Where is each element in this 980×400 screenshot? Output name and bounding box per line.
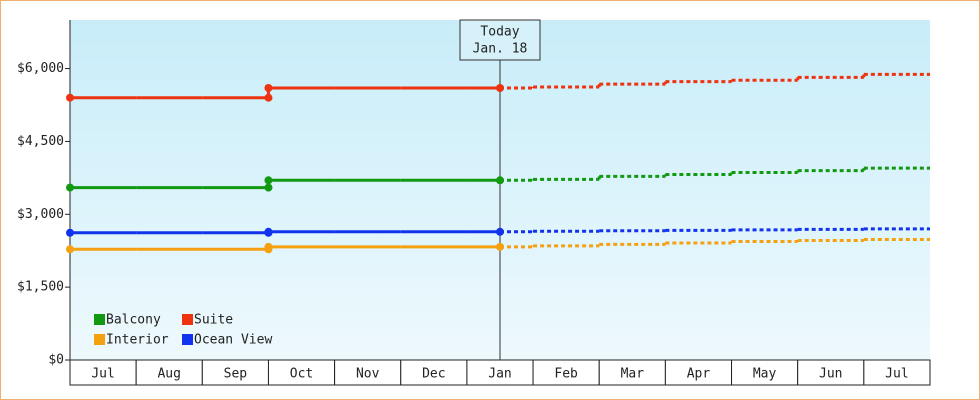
price-marker — [496, 242, 504, 251]
price-marker — [264, 227, 273, 236]
y-tick-label: $4,500 — [17, 134, 64, 149]
today-date: Jan. 18 — [473, 42, 528, 57]
y-tick-label: $6,000 — [17, 61, 64, 76]
x-tick-label: Jan — [488, 367, 511, 382]
x-band — [863, 359, 931, 386]
x-band — [400, 359, 468, 386]
price-marker — [496, 176, 504, 185]
price-marker — [66, 183, 74, 192]
price-marker — [496, 84, 504, 92]
legend-swatch — [94, 314, 105, 325]
price-marker — [66, 245, 74, 254]
x-band — [201, 359, 269, 386]
legend-label: Interior — [106, 333, 169, 348]
x-tick-label: Jun — [819, 367, 842, 382]
price-marker — [264, 183, 273, 192]
y-tick-label: $0 — [48, 353, 64, 368]
x-band — [532, 359, 600, 386]
x-tick-label: Nov — [356, 367, 380, 382]
x-tick-label: Feb — [554, 367, 578, 382]
x-tick-label: Sep — [224, 367, 248, 382]
x-tick-label: May — [753, 367, 777, 382]
x-band — [334, 359, 402, 386]
x-band — [466, 359, 534, 386]
price-marker — [66, 93, 74, 102]
price-marker — [264, 93, 273, 102]
x-tick-label: Oct — [290, 367, 313, 382]
price-marker — [264, 84, 273, 92]
legend-label: Ocean View — [194, 333, 272, 348]
x-tick-label: Mar — [621, 367, 645, 382]
x-tick-label: Jul — [885, 367, 908, 382]
x-band — [664, 359, 733, 386]
x-band — [598, 359, 666, 386]
legend-swatch — [182, 334, 193, 345]
price-marker — [66, 228, 74, 237]
price-marker — [496, 227, 504, 236]
x-band — [69, 359, 137, 386]
x-band — [797, 359, 865, 386]
y-tick-label: $3,000 — [17, 207, 64, 222]
legend-label: Suite — [194, 313, 233, 328]
today-box — [459, 19, 541, 61]
legend-swatch — [94, 334, 105, 345]
price-marker — [264, 242, 273, 251]
today-label: Today — [480, 25, 519, 40]
x-band — [267, 359, 336, 386]
legend-swatch — [182, 314, 193, 325]
x-tick-label: Jul — [91, 367, 114, 382]
price-marker — [264, 176, 273, 185]
x-band — [135, 359, 203, 386]
legend-label: Balcony — [106, 313, 161, 328]
x-tick-label: Aug — [157, 367, 180, 382]
x-tick-label: Dec — [422, 367, 445, 382]
x-tick-label: Apr — [687, 367, 711, 382]
y-tick-label: $1,500 — [17, 280, 64, 295]
